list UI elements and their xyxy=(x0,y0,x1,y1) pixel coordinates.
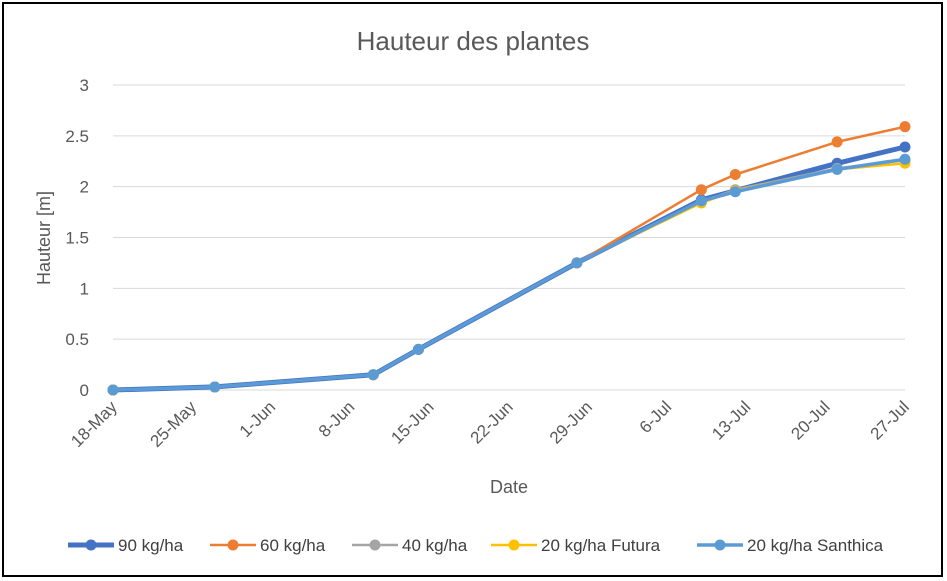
legend-label: 90 kg/ha xyxy=(118,536,184,555)
series-2 xyxy=(107,154,911,396)
legend-item: 90 kg/ha xyxy=(68,536,184,555)
x-tick-label: 27-Jul xyxy=(867,397,913,443)
x-tick-label: 18-May xyxy=(67,397,121,451)
data-point xyxy=(695,184,707,196)
series-3 xyxy=(107,157,911,396)
gridlines xyxy=(113,84,905,391)
x-tick-label: 13-Jul xyxy=(708,397,754,443)
y-tick-label: 1 xyxy=(80,279,89,298)
series-line xyxy=(111,125,907,392)
legend-label: 20 kg/ha Futura xyxy=(541,536,661,555)
data-point xyxy=(695,195,707,207)
legend-swatch-marker xyxy=(85,539,97,551)
legend-item: 20 kg/ha Santhica xyxy=(697,536,884,555)
chart-title: Hauteur des plantes xyxy=(357,26,590,56)
data-point xyxy=(729,168,741,180)
y-tick-label: 3 xyxy=(80,76,89,95)
legend: 90 kg/ha 60 kg/ha 40 kg/ha 20 kg/ha Futura 2… xyxy=(68,536,884,555)
x-tick-label: 15-Jun xyxy=(387,397,437,447)
series-line xyxy=(111,157,907,392)
legend-item: 20 kg/ha Futura xyxy=(491,536,661,555)
data-point xyxy=(729,186,741,198)
data-point xyxy=(367,369,379,381)
legend-item: 40 kg/ha xyxy=(352,536,468,555)
x-tick-label: 1-Jun xyxy=(236,397,280,441)
data-point xyxy=(899,153,911,165)
x-axis-ticks: 18-May 25-May 1-Jun 8-Jun 15-Jun 22-Jun 29-Jun… xyxy=(67,397,913,451)
x-tick-label: 20-Jul xyxy=(787,397,833,443)
x-tick-label: 22-Jun xyxy=(467,397,517,447)
x-axis-title: Date xyxy=(490,477,528,497)
legend-swatch-marker xyxy=(508,539,520,551)
y-tick-label: 0 xyxy=(80,381,89,400)
legend-swatch-marker xyxy=(714,539,726,551)
x-tick-label: 29-Jun xyxy=(546,397,596,447)
data-point xyxy=(831,136,843,148)
legend-item: 60 kg/ha xyxy=(210,536,326,555)
data-point xyxy=(831,163,843,175)
y-tick-label: 0.5 xyxy=(65,330,89,349)
series-group xyxy=(107,121,911,396)
series-1 xyxy=(107,121,911,396)
series-line xyxy=(111,158,907,392)
data-point xyxy=(412,343,424,355)
legend-label: 60 kg/ha xyxy=(260,536,326,555)
legend-label: 40 kg/ha xyxy=(402,536,468,555)
legend-swatch-marker xyxy=(369,539,381,551)
data-point xyxy=(571,257,583,269)
y-tick-label: 2 xyxy=(80,178,89,197)
y-axis-ticks: 0 0.5 1 1.5 2 2.5 3 xyxy=(65,76,89,400)
data-point xyxy=(899,141,911,153)
y-tick-label: 1.5 xyxy=(65,229,89,248)
series-4 xyxy=(107,153,911,396)
data-point xyxy=(107,384,119,396)
legend-label: 20 kg/ha Santhica xyxy=(747,536,884,555)
y-tick-label: 2.5 xyxy=(65,127,89,146)
data-point xyxy=(209,381,221,393)
series-line xyxy=(110,144,908,393)
series-line xyxy=(111,162,907,392)
x-tick-label: 8-Jun xyxy=(315,397,359,441)
legend-swatch-marker xyxy=(227,539,239,551)
x-tick-label: 25-May xyxy=(147,397,201,451)
data-point xyxy=(899,121,911,133)
x-tick-label: 6-Jul xyxy=(636,397,675,436)
y-axis-title: Hauteur [m] xyxy=(34,191,54,285)
